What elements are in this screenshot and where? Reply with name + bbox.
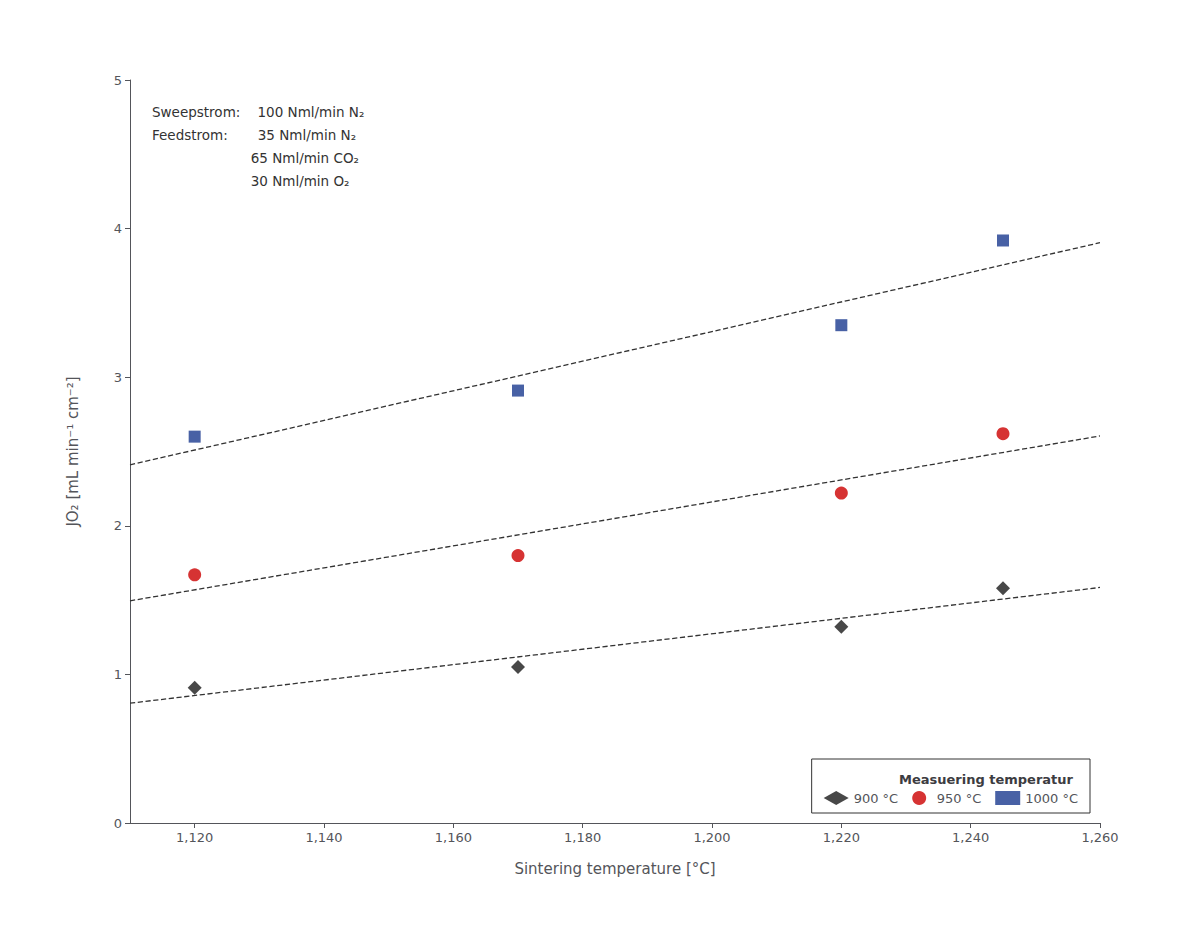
svg-text:3: 3 [114, 370, 122, 385]
svg-text:1,160: 1,160 [435, 830, 472, 845]
svg-text:1,200: 1,200 [693, 830, 730, 845]
svg-text:1: 1 [114, 667, 122, 682]
svg-text:1,120: 1,120 [176, 830, 213, 845]
svg-text:1,260: 1,260 [1081, 830, 1118, 845]
svg-text:1000 °C: 1000 °C [1025, 791, 1078, 806]
svg-text:4: 4 [114, 221, 122, 236]
svg-text:1,180: 1,180 [564, 830, 601, 845]
svg-text:1,140: 1,140 [305, 830, 342, 845]
svg-text:1,240: 1,240 [952, 830, 989, 845]
svg-text:30 Nml/min O₂: 30 Nml/min O₂ [152, 173, 350, 189]
svg-text:2: 2 [114, 518, 122, 533]
svg-text:1,220: 1,220 [823, 830, 860, 845]
svg-text:Sweepstrom: 100 Nml/min N₂: Sweepstrom: 100 Nml/min N₂ [152, 104, 364, 120]
svg-text:Measuering temperatur: Measuering temperatur [899, 772, 1074, 787]
svg-text:0: 0 [114, 816, 122, 831]
svg-text:5: 5 [114, 73, 122, 88]
svg-text:Sintering temperature [°C]: Sintering temperature [°C] [514, 860, 715, 878]
svg-text:Feedstrom: 35 Nml/min N₂: Feedstrom: 35 Nml/min N₂ [152, 127, 356, 143]
svg-text:65 Nml/min CO₂: 65 Nml/min CO₂ [152, 150, 359, 166]
svg-text:900 °C: 900 °C [854, 791, 899, 806]
svg-text:JO₂ [mL min⁻¹ cm⁻²]: JO₂ [mL min⁻¹ cm⁻²] [64, 376, 82, 527]
svg-text:950 °C: 950 °C [937, 791, 982, 806]
